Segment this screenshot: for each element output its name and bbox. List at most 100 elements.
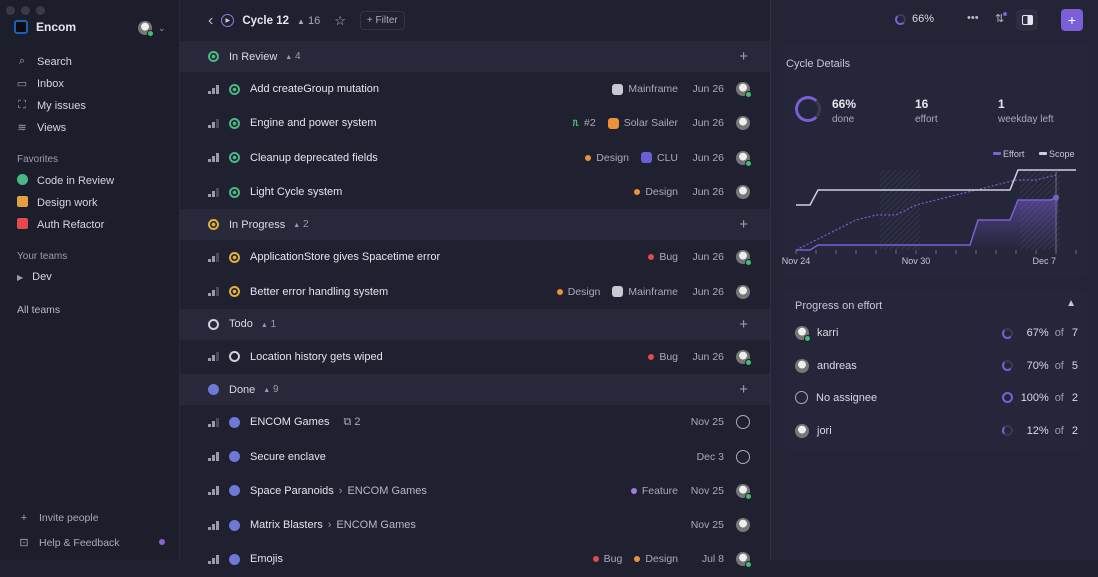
- more-icon[interactable]: •••: [967, 12, 979, 24]
- invite-people-button[interactable]: + Invite people: [18, 512, 99, 524]
- project-chip[interactable]: Mainframe: [612, 286, 678, 298]
- sidebar-item-views[interactable]: ≋ Views: [16, 121, 66, 135]
- project-chip[interactable]: CLU: [640, 152, 678, 164]
- add-issue-icon[interactable]: +: [739, 315, 748, 333]
- toggle-details-button[interactable]: [1016, 9, 1038, 31]
- priority-icon[interactable]: [208, 452, 219, 462]
- assignee-avatar[interactable]: [736, 116, 750, 131]
- favorite-item[interactable]: Code in Review: [16, 174, 114, 188]
- sidebar-item-inbox[interactable]: ▭ Inbox: [16, 77, 64, 91]
- pull-request[interactable]: ᥰ #2: [573, 117, 596, 130]
- done-status-icon[interactable]: [229, 416, 240, 428]
- issue-row[interactable]: Matrix Blasters › ENCOM Games Nov 25: [180, 508, 770, 542]
- assignee-progress-row[interactable]: jori 12% of 2: [795, 423, 1078, 438]
- priority-icon[interactable]: [208, 554, 219, 564]
- parent-issue[interactable]: ENCOM Games: [347, 484, 427, 497]
- sidebar-item-my-issues[interactable]: ⛶ My issues: [16, 99, 86, 112]
- priority-icon[interactable]: [208, 520, 219, 530]
- label-chip[interactable]: Design: [556, 286, 600, 298]
- group-header-done[interactable]: Done ▲ 9 +: [180, 374, 770, 406]
- workspace-switcher[interactable]: Encom: [14, 20, 76, 34]
- priority-icon[interactable]: [208, 118, 219, 128]
- issue-row[interactable]: Space Paranoids › ENCOM Games Feature Nov 25: [180, 474, 770, 508]
- assignee-avatar[interactable]: [736, 483, 752, 500]
- assignee-avatar[interactable]: [736, 349, 752, 366]
- in-progress-status-icon[interactable]: [229, 286, 240, 298]
- label-chip[interactable]: Design: [634, 186, 678, 198]
- unassigned-avatar-icon[interactable]: [736, 415, 750, 430]
- label-chip[interactable]: Feature: [630, 485, 678, 497]
- group-header-todo[interactable]: Todo ▲ 1 +: [180, 308, 770, 340]
- priority-icon[interactable]: [208, 352, 219, 362]
- sidebar-item-search[interactable]: ⌕ Search: [16, 55, 72, 68]
- label-chip[interactable]: Design: [634, 553, 678, 565]
- favorite-item[interactable]: Auth Refactor: [16, 218, 104, 232]
- add-issue-icon[interactable]: +: [739, 216, 748, 234]
- total: 7: [1071, 327, 1078, 339]
- issue-row[interactable]: ApplicationStore gives Spacetime error Bu…: [180, 240, 770, 274]
- label-chip[interactable]: Bug: [648, 351, 678, 363]
- star-icon[interactable]: ☆: [334, 12, 346, 28]
- assignee-avatar[interactable]: [736, 150, 752, 167]
- in-review-status-icon[interactable]: [229, 186, 240, 198]
- help-button[interactable]: ⊡ Help & Feedback: [18, 536, 119, 550]
- issue-row[interactable]: Cleanup deprecated fields Design CLU Jun 26: [180, 141, 770, 175]
- issue-row[interactable]: Better error handling system Design Mainfr…: [180, 274, 770, 308]
- priority-icon[interactable]: [208, 252, 219, 262]
- assignee-progress-row[interactable]: No assignee 100% of 2: [795, 391, 1078, 404]
- label-chip[interactable]: Design: [585, 152, 629, 164]
- assignee-avatar[interactable]: [736, 284, 750, 299]
- assignee-progress-row[interactable]: andreas 70% of 5: [795, 358, 1078, 373]
- assignee-avatar[interactable]: [736, 82, 752, 99]
- label-chip[interactable]: Bug: [648, 251, 678, 263]
- in-review-status-icon[interactable]: [229, 152, 240, 164]
- add-issue-icon[interactable]: +: [739, 48, 748, 65]
- issue-row[interactable]: ENCOM Games ⧉ 2 Nov 25: [180, 405, 770, 439]
- done-status-icon[interactable]: [229, 451, 240, 463]
- unassigned-avatar-icon[interactable]: [736, 449, 750, 464]
- issue-row[interactable]: Add createGroup mutation Mainframe Jun 26: [180, 72, 770, 106]
- assignee-avatar[interactable]: [736, 250, 752, 267]
- label-chip[interactable]: Bug: [592, 553, 622, 565]
- priority-icon[interactable]: [208, 486, 219, 496]
- in-progress-status-icon[interactable]: [229, 251, 240, 263]
- priority-icon[interactable]: [208, 417, 219, 427]
- todo-status-icon[interactable]: [229, 351, 240, 363]
- window-controls[interactable]: [6, 6, 45, 15]
- issue-title: Engine and power system: [250, 117, 377, 130]
- priority-icon[interactable]: [208, 84, 219, 94]
- assignee-avatar[interactable]: [736, 185, 750, 200]
- new-issue-button[interactable]: +: [1061, 9, 1083, 31]
- issue-row[interactable]: Engine and power system ᥰ #2 Solar Sailer Ju…: [180, 106, 770, 140]
- priority-icon[interactable]: [208, 153, 219, 163]
- in-review-status-icon[interactable]: [229, 83, 240, 95]
- done-status-icon[interactable]: [229, 485, 240, 497]
- sort-icon[interactable]: ⇅: [995, 12, 1008, 25]
- done-status-icon[interactable]: [229, 553, 240, 565]
- issue-date: Jun 26: [692, 186, 724, 199]
- favorite-item[interactable]: Design work: [16, 196, 98, 210]
- issue-row[interactable]: Light Cycle system Design Jun 26: [180, 175, 770, 209]
- parent-issue[interactable]: ENCOM Games: [336, 519, 416, 532]
- issue-row[interactable]: Secure enclave Dec 3: [180, 439, 770, 473]
- add-issue-icon[interactable]: +: [739, 381, 748, 399]
- user-menu[interactable]: ⌄: [138, 21, 166, 37]
- group-header-in-progress[interactable]: In Progress ▲ 2 +: [180, 209, 770, 241]
- group-header-in-review[interactable]: In Review ▲ 4 +: [180, 41, 770, 72]
- assignee-progress-row[interactable]: karri 67% of 7: [795, 326, 1078, 342]
- assignee-avatar[interactable]: [736, 552, 752, 569]
- issue-row[interactable]: Location history gets wiped Bug Jun 26: [180, 340, 770, 374]
- assignee-avatar[interactable]: [736, 518, 750, 533]
- all-teams-link[interactable]: All teams: [17, 304, 61, 316]
- done-status-icon[interactable]: [229, 519, 240, 531]
- priority-icon[interactable]: [208, 187, 219, 197]
- priority-icon[interactable]: [208, 287, 219, 297]
- filter-button[interactable]: + Filter: [359, 11, 405, 30]
- effort-icon[interactable]: ▲: [1066, 298, 1076, 309]
- project-chip[interactable]: Solar Sailer: [607, 117, 678, 129]
- back-icon[interactable]: ‹: [208, 11, 214, 29]
- project-chip[interactable]: Mainframe: [612, 83, 678, 95]
- in-review-status-icon[interactable]: [229, 117, 240, 129]
- team-dev[interactable]: ▶ Dev: [17, 271, 52, 283]
- issue-row[interactable]: Emojis Bug Design Jul 8: [180, 542, 770, 576]
